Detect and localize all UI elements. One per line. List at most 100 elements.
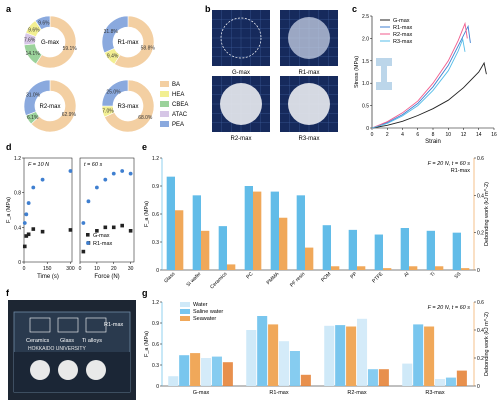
series-line-r1max bbox=[371, 24, 471, 129]
y-tick-label: 1.2 bbox=[152, 300, 159, 306]
y2-tick-label: 0.6 bbox=[477, 156, 484, 162]
x-tick-label: 0 bbox=[79, 266, 82, 272]
donut-value-label: 6.1% bbox=[27, 115, 39, 121]
photo-tile-label: G-max bbox=[232, 70, 250, 76]
donut-r3-max: 68.0% 7.0% 25.0% R3-max bbox=[101, 79, 155, 133]
y-tick-label: 2.0 bbox=[362, 36, 369, 42]
label-ti-alloys: Ti alloys bbox=[82, 338, 102, 344]
x-tick-label: 14 bbox=[476, 132, 482, 138]
bar-group-pom: POM bbox=[320, 225, 340, 283]
series-line-r3max bbox=[371, 37, 466, 129]
panel-label-a: a bbox=[6, 4, 12, 14]
x-tick-label: 300 bbox=[66, 266, 75, 272]
bar-fa-seawater bbox=[268, 324, 279, 386]
x-tick-label: 0 bbox=[371, 132, 374, 138]
bar-work-water bbox=[279, 341, 290, 386]
panel-g-bar-chart: 00.30.60.91.200.20.40.6F_a (MPa) Debondin… bbox=[144, 300, 490, 396]
x-tick-label: 20 bbox=[111, 266, 117, 272]
bar-work-saline bbox=[445, 377, 456, 386]
label-r1-max: R1-max bbox=[104, 322, 124, 328]
y-tick-label: 0.6 bbox=[152, 342, 159, 348]
bar-fa-seawater bbox=[346, 326, 357, 386]
weight-1 bbox=[30, 360, 50, 380]
photo-tile-r2-max: R2-max bbox=[212, 76, 270, 142]
bar-fa bbox=[166, 176, 175, 270]
bar-work-seawater bbox=[456, 370, 467, 386]
y2-axis-label: Debonding work (kJ m^-2) bbox=[484, 182, 490, 246]
data-point-gmax bbox=[26, 232, 31, 237]
sample-disc bbox=[220, 83, 262, 125]
legend-swatch-hea bbox=[160, 91, 169, 97]
data-point-r1max bbox=[22, 221, 27, 225]
donut-value-label: 62.9% bbox=[62, 112, 77, 118]
bar-fa bbox=[452, 232, 461, 270]
donut-value-label: 9.4% bbox=[107, 54, 119, 60]
bar-fa bbox=[374, 234, 383, 270]
legend-label-pea: PEA bbox=[172, 122, 184, 128]
panel-label-d: d bbox=[6, 142, 12, 152]
x-tick-label: 8 bbox=[432, 132, 435, 138]
data-point-r1max bbox=[81, 221, 86, 225]
bar-group-ceramics: Ceramics bbox=[209, 226, 236, 291]
y-tick-label: 1.2 bbox=[152, 156, 159, 162]
data-point-gmax bbox=[68, 228, 73, 232]
series-line-gmax bbox=[371, 61, 487, 129]
category-label: Ceramics bbox=[209, 271, 229, 291]
photo-tile-label: R1-max bbox=[298, 70, 319, 76]
donut-slice-ba bbox=[104, 79, 155, 133]
series-line-r2max bbox=[371, 21, 468, 129]
legend-label-gmax: G-max bbox=[93, 233, 110, 239]
bar-work bbox=[331, 266, 340, 270]
bar-group-si-wafer: Si wafer bbox=[185, 195, 210, 288]
category-label: PMMA bbox=[266, 271, 281, 286]
data-point-gmax bbox=[103, 225, 108, 230]
legend-swatch-pea bbox=[160, 121, 169, 127]
bar-work bbox=[305, 247, 314, 270]
donut-value-label: 7.0% bbox=[102, 108, 114, 114]
bar-group-r3-max: R3-max bbox=[402, 324, 467, 396]
data-point-r1max bbox=[111, 171, 116, 176]
legend-label-r2max: R2-max bbox=[393, 32, 413, 38]
panel-label-g: g bbox=[142, 288, 148, 298]
bar-work bbox=[279, 217, 288, 270]
bar-work-water bbox=[201, 358, 212, 386]
data-point-gmax bbox=[111, 225, 116, 230]
panel-d-scatter-charts: 0 150 300 0 0.4 0.8 1.2 Time (s) F = 10 N 0 10 20 30… bbox=[6, 156, 135, 280]
data-point-gmax bbox=[40, 229, 45, 234]
bar-group-pf-resin: PF resin bbox=[289, 195, 314, 289]
bar-group-ti: Ti bbox=[426, 230, 444, 278]
donut-center-label: R3-max bbox=[117, 104, 138, 110]
category-label: Al bbox=[403, 271, 410, 278]
y-tick-label: 1.5 bbox=[362, 59, 369, 65]
sample-label: R1-max bbox=[451, 168, 471, 174]
condition-label: F = 10 N bbox=[28, 162, 49, 168]
category-label: PP bbox=[349, 271, 358, 280]
y-tick-label: 0.8 bbox=[14, 191, 21, 197]
photo-tile-label: R3-max bbox=[298, 136, 319, 142]
donut-slice-pea bbox=[101, 79, 129, 107]
data-point-r1max bbox=[103, 177, 108, 182]
label-ceramics: Ceramics bbox=[26, 338, 49, 344]
panel-a-donut-charts: 59.1% 14.1% 7.6% 9.6%9.6% G-max 58.8% 9.4% 31.8… bbox=[23, 15, 155, 133]
x-tick-label: 4 bbox=[401, 132, 404, 138]
bar-group-pmma: PMMA bbox=[266, 191, 288, 286]
bar-work bbox=[435, 266, 444, 270]
plot-frame bbox=[79, 157, 135, 263]
bar-work bbox=[201, 230, 210, 270]
data-point-r1max bbox=[128, 171, 133, 176]
donut-value-label: 68.0% bbox=[138, 115, 153, 121]
legend-label-cbea: CBEA bbox=[172, 102, 188, 108]
bar-work bbox=[461, 268, 470, 270]
bar-work-seawater bbox=[222, 362, 233, 386]
y-tick-label: 0.9 bbox=[152, 321, 159, 327]
y-tick-label: 0.9 bbox=[152, 184, 159, 190]
x-tick-label: 10 bbox=[445, 132, 451, 138]
x-tick-label: 12 bbox=[461, 132, 467, 138]
ceramics-block bbox=[29, 317, 51, 333]
legend-swatch-cbea bbox=[160, 101, 169, 107]
bar-work-saline bbox=[289, 351, 300, 386]
specimen-grip-top bbox=[376, 58, 392, 66]
data-point-gmax bbox=[95, 229, 99, 233]
donut-center-label: R1-max bbox=[117, 40, 138, 46]
